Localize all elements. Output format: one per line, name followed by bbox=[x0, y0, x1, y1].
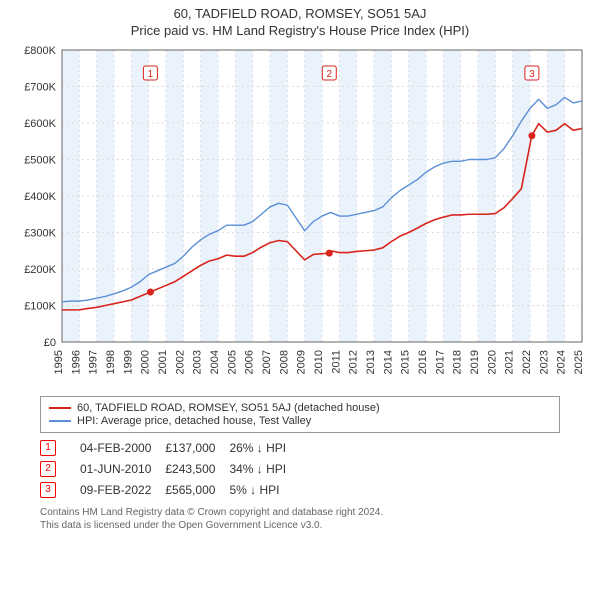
svg-text:2020: 2020 bbox=[486, 350, 498, 374]
svg-text:1996: 1996 bbox=[70, 350, 82, 374]
sale-price: £565,000 bbox=[165, 479, 229, 500]
svg-text:1999: 1999 bbox=[122, 350, 134, 374]
sale-delta: 34% ↓ HPI bbox=[229, 458, 300, 479]
sale-price: £243,500 bbox=[165, 458, 229, 479]
svg-text:2012: 2012 bbox=[348, 350, 360, 374]
svg-text:£100K: £100K bbox=[24, 301, 56, 313]
svg-text:2021: 2021 bbox=[504, 350, 516, 374]
legend-row: HPI: Average price, detached house, Test… bbox=[49, 415, 551, 427]
svg-text:2005: 2005 bbox=[226, 350, 238, 374]
svg-text:£600K: £600K bbox=[24, 118, 56, 130]
table-row: 3 09-FEB-2022 £565,000 5% ↓ HPI bbox=[40, 479, 300, 500]
svg-text:1995: 1995 bbox=[53, 350, 65, 374]
svg-text:£0: £0 bbox=[44, 337, 56, 349]
chart-title-sub: Price paid vs. HM Land Registry's House … bbox=[10, 23, 590, 38]
svg-text:2009: 2009 bbox=[296, 350, 308, 374]
chart-title-address: 60, TADFIELD ROAD, ROMSEY, SO51 5AJ bbox=[10, 6, 590, 21]
svg-text:2004: 2004 bbox=[209, 350, 221, 374]
svg-text:2008: 2008 bbox=[278, 350, 290, 374]
svg-text:£800K: £800K bbox=[24, 45, 56, 57]
svg-text:2017: 2017 bbox=[434, 350, 446, 374]
price-vs-hpi-chart: £0 £100K £200K £300K £400K £500K £600K £700K £80… bbox=[10, 42, 590, 392]
svg-text:2002: 2002 bbox=[174, 350, 186, 374]
svg-text:2001: 2001 bbox=[157, 350, 169, 374]
svg-text:1998: 1998 bbox=[105, 350, 117, 374]
sale-delta: 5% ↓ HPI bbox=[229, 479, 300, 500]
svg-text:2022: 2022 bbox=[521, 350, 533, 374]
svg-text:1: 1 bbox=[148, 69, 154, 80]
sale-marker-icon: 1 bbox=[40, 440, 56, 456]
sale-delta: 26% ↓ HPI bbox=[229, 437, 300, 458]
svg-text:£700K: £700K bbox=[24, 82, 56, 94]
footer-line: This data is licensed under the Open Gov… bbox=[40, 519, 590, 532]
svg-text:3: 3 bbox=[529, 69, 535, 80]
svg-text:2025: 2025 bbox=[573, 350, 585, 374]
svg-text:£300K: £300K bbox=[24, 228, 56, 240]
sale-date: 01-JUN-2010 bbox=[80, 458, 165, 479]
svg-text:2014: 2014 bbox=[382, 350, 394, 374]
svg-text:£400K: £400K bbox=[24, 191, 56, 203]
legend-row: 60, TADFIELD ROAD, ROMSEY, SO51 5AJ (det… bbox=[49, 402, 551, 414]
svg-text:2000: 2000 bbox=[140, 350, 152, 374]
svg-text:2006: 2006 bbox=[244, 350, 256, 374]
svg-text:£200K: £200K bbox=[24, 264, 56, 276]
legend-label: 60, TADFIELD ROAD, ROMSEY, SO51 5AJ (det… bbox=[77, 402, 380, 414]
legend: 60, TADFIELD ROAD, ROMSEY, SO51 5AJ (det… bbox=[40, 396, 560, 433]
sale-date: 04-FEB-2000 bbox=[80, 437, 165, 458]
sales-table: 1 04-FEB-2000 £137,000 26% ↓ HPI 2 01-JU… bbox=[40, 437, 590, 500]
legend-swatch-price bbox=[49, 407, 71, 409]
svg-text:2015: 2015 bbox=[400, 350, 412, 374]
svg-text:2024: 2024 bbox=[556, 350, 568, 374]
svg-text:£500K: £500K bbox=[24, 155, 56, 167]
sale-date: 09-FEB-2022 bbox=[80, 479, 165, 500]
svg-text:2013: 2013 bbox=[365, 350, 377, 374]
legend-label: HPI: Average price, detached house, Test… bbox=[77, 415, 311, 427]
svg-text:2019: 2019 bbox=[469, 350, 481, 374]
sale-price: £137,000 bbox=[165, 437, 229, 458]
legend-swatch-hpi bbox=[49, 420, 71, 422]
svg-text:2023: 2023 bbox=[538, 350, 550, 374]
svg-text:2016: 2016 bbox=[417, 350, 429, 374]
attribution-footer: Contains HM Land Registry data © Crown c… bbox=[40, 506, 590, 532]
svg-text:2018: 2018 bbox=[452, 350, 464, 374]
svg-text:2003: 2003 bbox=[192, 350, 204, 374]
svg-text:2011: 2011 bbox=[330, 350, 342, 374]
table-row: 2 01-JUN-2010 £243,500 34% ↓ HPI bbox=[40, 458, 300, 479]
footer-line: Contains HM Land Registry data © Crown c… bbox=[40, 506, 590, 519]
svg-text:2010: 2010 bbox=[313, 350, 325, 374]
sale-marker-icon: 3 bbox=[40, 482, 56, 498]
svg-text:2007: 2007 bbox=[261, 350, 273, 374]
sale-marker-icon: 2 bbox=[40, 461, 56, 477]
svg-text:2: 2 bbox=[326, 69, 332, 80]
svg-text:1997: 1997 bbox=[88, 350, 100, 374]
table-row: 1 04-FEB-2000 £137,000 26% ↓ HPI bbox=[40, 437, 300, 458]
